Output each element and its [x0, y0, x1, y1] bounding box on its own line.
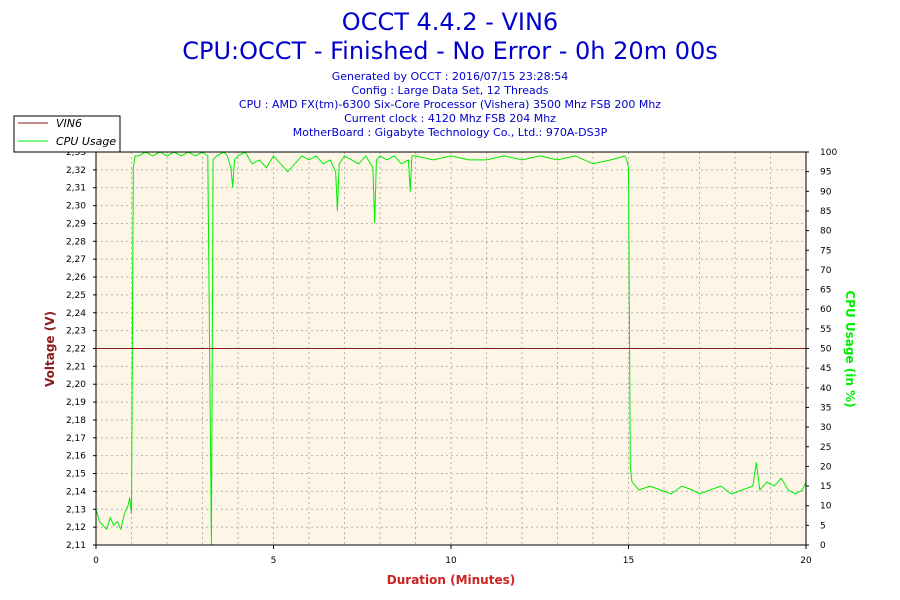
y-tick-label: 2,29 — [66, 219, 86, 229]
x-tick-label: 0 — [93, 556, 99, 566]
x-tick-label: 5 — [271, 556, 277, 566]
y-tick-label: 2,30 — [66, 202, 86, 212]
y-tick-label: 2,21 — [66, 362, 86, 372]
y-tick-label: 2,33 — [66, 148, 86, 158]
y-right-tick-label: 85 — [820, 207, 831, 217]
ticks: 2,11 2,12 2,13 2,14 2,15 2,16 2,17 2,18 2,19 2,20… — [66, 148, 837, 566]
y-right-tick-label: 65 — [820, 286, 831, 296]
y-axis-label: Voltage (V) — [43, 311, 57, 387]
y-right-tick-label: 10 — [820, 502, 832, 512]
y-right-tick-label: 40 — [820, 384, 832, 394]
info-generated: Generated by OCCT : 2016/07/15 23:28:54 — [332, 70, 569, 83]
y-right-tick-label: 5 — [820, 521, 826, 531]
y-right-tick-label: 90 — [820, 187, 832, 197]
y-tick-label: 2,32 — [66, 166, 86, 176]
x-tick-label: 20 — [800, 556, 812, 566]
y-tick-label: 2,12 — [66, 523, 86, 533]
y-tick-label: 2,17 — [66, 434, 86, 444]
y-right-tick-label: 15 — [820, 482, 831, 492]
y-tick-label: 2,23 — [66, 327, 86, 337]
y-right-tick-label: 50 — [820, 345, 832, 355]
y-right-tick-label: 35 — [820, 403, 831, 413]
y-right-tick-label: 30 — [820, 423, 832, 433]
y-right-tick-label: 70 — [820, 266, 832, 276]
y-tick-label: 2,18 — [66, 416, 86, 426]
legend-cpu-label: CPU Usage — [56, 135, 116, 148]
y-right-tick-label: 45 — [820, 364, 831, 374]
y-tick-label: 2,14 — [66, 487, 86, 497]
chart-subtitle: CPU:OCCT - Finished - No Error - 0h 20m … — [182, 37, 718, 65]
y-tick-label: 2,20 — [66, 380, 86, 390]
info-clock: Current clock : 4120 Mhz FSB 204 Mhz — [344, 112, 556, 125]
x-tick-label: 15 — [623, 556, 634, 566]
x-tick-label: 10 — [445, 556, 457, 566]
y-tick-label: 2,24 — [66, 309, 86, 319]
y-tick-label: 2,31 — [66, 184, 86, 194]
chart-title: OCCT 4.4.2 - VIN6 — [342, 8, 558, 36]
y-right-tick-label: 95 — [820, 168, 831, 178]
y-tick-label: 2,27 — [66, 255, 86, 265]
y-tick-label: 2,25 — [66, 291, 86, 301]
y-right-tick-label: 55 — [820, 325, 831, 335]
y-tick-label: 2,16 — [66, 452, 86, 462]
legend-vin6-label: VIN6 — [56, 117, 82, 130]
legend: VIN6 CPU Usage — [13, 115, 121, 153]
y-tick-label: 2,19 — [66, 398, 86, 408]
y-right-tick-label: 75 — [820, 246, 831, 256]
info-cpu: CPU : AMD FX(tm)-6300 Six-Core Processor… — [239, 98, 661, 111]
y-right-tick-label: 60 — [820, 305, 832, 315]
y-tick-label: 2,28 — [66, 237, 86, 247]
y-right-tick-label: 20 — [820, 462, 832, 472]
y-tick-label: 2,26 — [66, 273, 86, 283]
y-tick-label: 2,15 — [66, 470, 86, 480]
y-right-tick-label: 0 — [820, 541, 826, 551]
y-axis-right-label: CPU Usage (in %) — [843, 290, 857, 407]
x-axis-label: Duration (Minutes) — [387, 573, 515, 587]
y-right-tick-label: 80 — [820, 227, 832, 237]
info-motherboard: MotherBoard : Gigabyte Technology Co., L… — [293, 126, 608, 139]
y-tick-label: 2,22 — [66, 345, 86, 355]
y-right-tick-label: 25 — [820, 443, 831, 453]
info-config: Config : Large Data Set, 12 Threads — [352, 84, 549, 97]
y-tick-label: 2,13 — [66, 505, 86, 515]
y-tick-label: 2,11 — [66, 541, 86, 551]
y-right-tick-label: 100 — [820, 148, 837, 158]
legend-box — [13, 115, 121, 153]
